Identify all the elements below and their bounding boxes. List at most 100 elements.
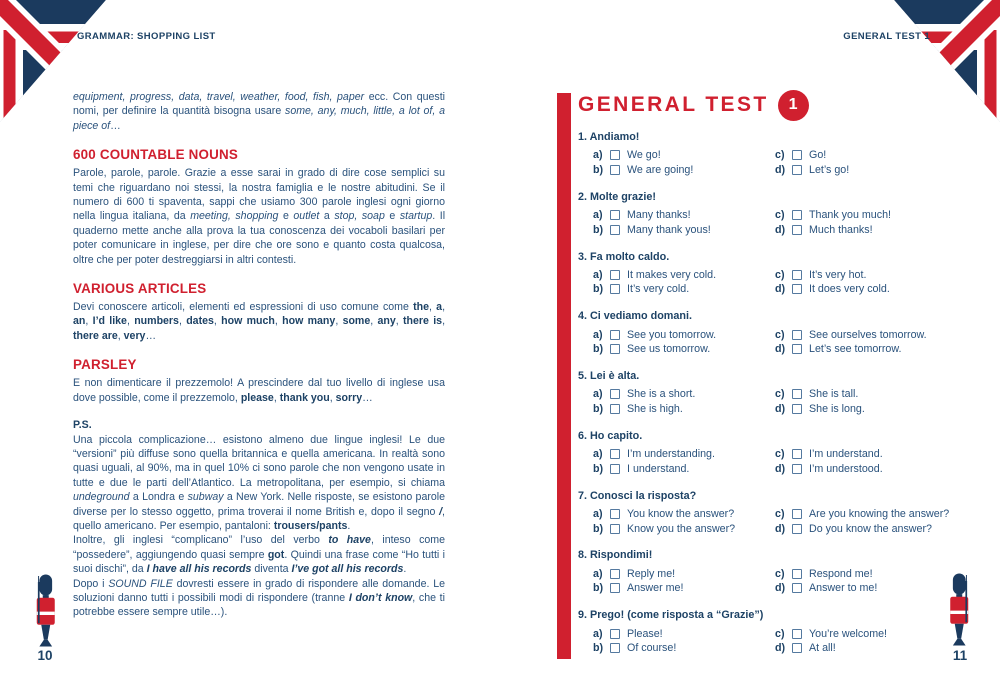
answer-checkbox[interactable] xyxy=(792,210,802,221)
answer-checkbox[interactable] xyxy=(610,508,620,519)
questions-list: 1. Andiamo! a) We go! b) We are going! c) Go! d… xyxy=(578,130,982,668)
answer-checkbox[interactable] xyxy=(792,643,802,654)
option-letter: d) xyxy=(775,642,786,655)
answer-checkbox[interactable] xyxy=(792,568,802,579)
options-column: a) Please! b) Of course! xyxy=(593,626,775,655)
section-heading: VARIOUS ARTICLES xyxy=(73,281,207,297)
answer-checkbox[interactable] xyxy=(792,404,802,415)
answer-option: c) Thank you much! xyxy=(775,208,982,223)
question-block: 5. Lei è alta. a) She is a short. b) She is … xyxy=(578,369,982,416)
answer-option: c) You’re welcome! xyxy=(775,626,982,641)
option-label: Many thank yous! xyxy=(627,223,711,236)
option-letter: d) xyxy=(775,403,786,416)
answer-checkbox[interactable] xyxy=(792,224,802,235)
option-letter: d) xyxy=(775,283,786,296)
answer-option: d) She is long. xyxy=(775,402,982,417)
option-label: Many thanks! xyxy=(627,209,691,222)
option-label: It makes very cold. xyxy=(627,268,717,281)
options-column: a) Reply me! b) Answer me! xyxy=(593,566,775,595)
option-label: Are you knowing the answer? xyxy=(809,507,950,520)
answer-checkbox[interactable] xyxy=(610,404,620,415)
answer-checkbox[interactable] xyxy=(792,583,802,594)
question-prompt: 5. Lei è alta. xyxy=(578,370,640,383)
answer-checkbox[interactable] xyxy=(610,224,620,235)
answer-option: a) See you tomorrow. xyxy=(593,327,775,342)
answer-option: d) Let’s see tomorrow. xyxy=(775,342,982,357)
answer-option: b) Of course! xyxy=(593,641,775,656)
answer-checkbox[interactable] xyxy=(610,150,620,161)
question-prompt: 3. Fa molto caldo. xyxy=(578,250,670,263)
option-letter: d) xyxy=(775,163,786,176)
answer-checkbox[interactable] xyxy=(792,389,802,400)
answer-checkbox[interactable] xyxy=(610,269,620,280)
left-page-header: GRAMMAR: SHOPPING LIST xyxy=(77,31,216,42)
answer-option: d) At all! xyxy=(775,641,982,656)
answer-option: b) Answer me! xyxy=(593,581,775,596)
answer-checkbox[interactable] xyxy=(792,329,802,340)
option-letter: c) xyxy=(775,328,785,341)
answer-checkbox[interactable] xyxy=(610,284,620,295)
answer-checkbox[interactable] xyxy=(610,344,620,355)
answer-option: a) It makes very cold. xyxy=(593,268,775,283)
answer-checkbox[interactable] xyxy=(792,449,802,460)
answer-checkbox[interactable] xyxy=(610,583,620,594)
answer-checkbox[interactable] xyxy=(792,508,802,519)
options-column: c) See ourselves tomorrow. d) Let’s see tom… xyxy=(775,327,982,356)
answer-option: a) We go! xyxy=(593,148,775,163)
question-prompt: 4. Ci vediamo domani. xyxy=(578,310,692,323)
answer-option: d) Much thanks! xyxy=(775,222,982,237)
answer-checkbox[interactable] xyxy=(610,164,620,175)
option-letter: a) xyxy=(593,627,603,640)
answer-checkbox[interactable] xyxy=(610,643,620,654)
options-column: c) Thank you much! d) Much thanks! xyxy=(775,208,982,237)
question-prompt: 8. Rispondimi! xyxy=(578,549,653,562)
option-letter: a) xyxy=(593,149,603,162)
option-label: She is a short. xyxy=(627,388,696,401)
answer-checkbox[interactable] xyxy=(792,269,802,280)
answer-option: c) Are you knowing the answer? xyxy=(775,507,982,522)
options-column: a) You know the answer? b) Know you the ans… xyxy=(593,507,775,536)
option-letter: b) xyxy=(593,522,604,535)
answer-checkbox[interactable] xyxy=(610,449,620,460)
question-block: 1. Andiamo! a) We go! b) We are going! c) Go! d… xyxy=(578,130,982,177)
option-label: I understand. xyxy=(627,462,690,475)
answer-option: d) Do you know the answer? xyxy=(775,521,982,536)
paragraph: Devi conoscere articoli, elementi ed esp… xyxy=(73,301,446,342)
answer-checkbox[interactable] xyxy=(610,523,620,534)
answer-checkbox[interactable] xyxy=(792,284,802,295)
option-letter: d) xyxy=(775,582,786,595)
answer-checkbox[interactable] xyxy=(610,463,620,474)
answer-checkbox[interactable] xyxy=(792,463,802,474)
answer-option: b) Many thank yous! xyxy=(593,222,775,237)
answer-checkbox[interactable] xyxy=(610,568,620,579)
right-page-header: GENERAL TEST 1 xyxy=(843,31,930,42)
question-block: 2. Molte grazie! a) Many thanks! b) Many tha… xyxy=(578,190,982,237)
answer-checkbox[interactable] xyxy=(610,389,620,400)
answer-option: d) Answer to me! xyxy=(775,581,982,596)
answer-option: c) She is tall. xyxy=(775,387,982,402)
options-column: a) Many thanks! b) Many thank yous! xyxy=(593,208,775,237)
answer-checkbox[interactable] xyxy=(792,523,802,534)
option-label: Please! xyxy=(627,627,663,640)
option-letter: a) xyxy=(593,448,603,461)
paragraph: E non dimenticare il prezzemolo! A presc… xyxy=(73,377,445,404)
option-letter: a) xyxy=(593,328,603,341)
answer-option: d) I’m understood. xyxy=(775,462,982,477)
option-letter: a) xyxy=(593,268,603,281)
answer-checkbox[interactable] xyxy=(610,329,620,340)
answer-checkbox[interactable] xyxy=(792,164,802,175)
option-label: See ourselves tomorrow. xyxy=(809,328,927,341)
answer-checkbox[interactable] xyxy=(792,150,802,161)
option-label: She is tall. xyxy=(809,388,859,401)
question-block: 8. Rispondimi! a) Reply me! b) Answer me! c) R… xyxy=(578,548,982,595)
paragraph: Una piccola complicazione… esistono alme… xyxy=(73,433,445,532)
option-label: You know the answer? xyxy=(627,507,735,520)
option-label: Answer me! xyxy=(627,582,684,595)
answer-checkbox[interactable] xyxy=(792,628,802,639)
answer-checkbox[interactable] xyxy=(610,210,620,221)
option-label: She is long. xyxy=(809,403,865,416)
answer-checkbox[interactable] xyxy=(792,344,802,355)
option-label: You’re welcome! xyxy=(809,627,888,640)
answer-checkbox[interactable] xyxy=(610,628,620,639)
answer-option: b) I understand. xyxy=(593,462,775,477)
